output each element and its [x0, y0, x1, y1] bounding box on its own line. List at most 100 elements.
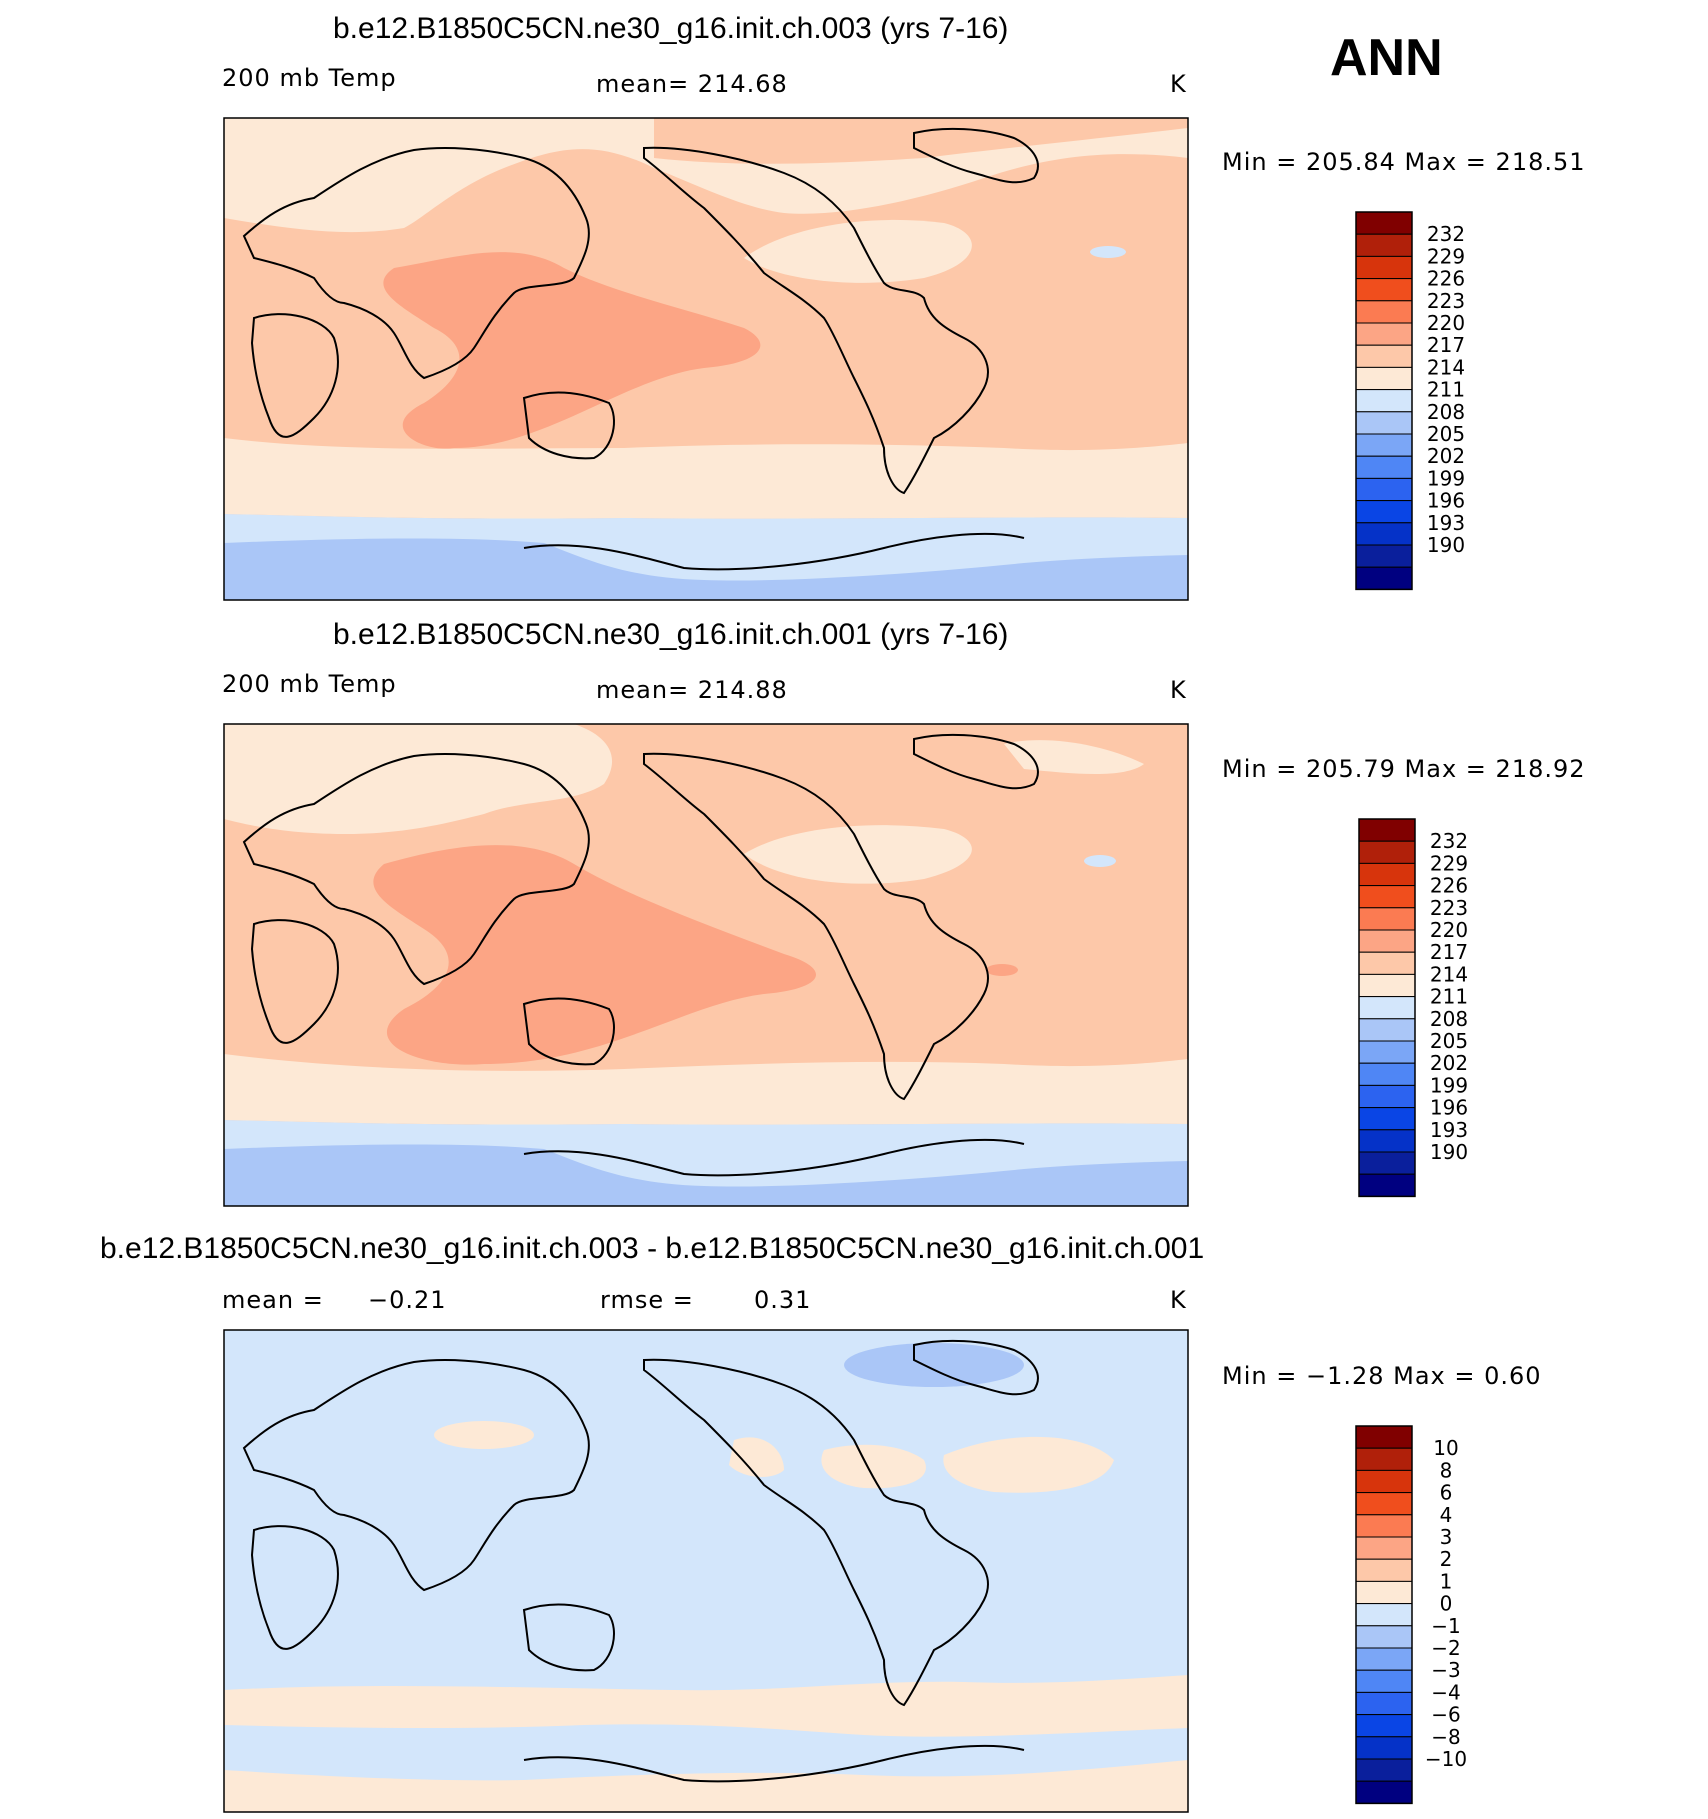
colorbar-tick-label: 196 [1430, 1096, 1468, 1120]
panel3-rmse-value: 0.31 [754, 1286, 812, 1314]
panel3-contour-0-europe [434, 1421, 534, 1449]
panel1-coastlines [242, 127, 1039, 571]
colorbar-tick-label: 202 [1427, 444, 1465, 468]
season-label: ANN [1330, 29, 1443, 87]
colorbar-box [1355, 1603, 1413, 1627]
panel3-units: K [1170, 1286, 1187, 1314]
colorbar-box [1355, 433, 1413, 457]
panel3-contour-0-natl [943, 1436, 1114, 1493]
panel1-title: b.e12.B1850C5CN.ne30_g16.init.ch.003 (yr… [333, 12, 1009, 45]
colorbar-tick-label: 232 [1427, 222, 1465, 246]
colorbar-tick-label: 214 [1427, 355, 1465, 379]
colorbar-box [1355, 233, 1413, 257]
panel2-contour-208-spot [1084, 855, 1116, 867]
panel1-mean: mean= 214.68 [596, 70, 788, 98]
colorbar-tick-label: 208 [1427, 400, 1465, 424]
panel3-contour-minus1-arctic [844, 1343, 1024, 1387]
colorbar-tick-label: −6 [1431, 1703, 1460, 1727]
colorbar-tick-label: 220 [1427, 311, 1465, 335]
colorbar-box [1355, 1425, 1413, 1449]
panel1-units: K [1170, 70, 1187, 98]
colorbar-tick-label: 223 [1427, 289, 1465, 313]
colorbar-box [1358, 1107, 1416, 1131]
colorbar-box [1355, 278, 1413, 302]
colorbar-box [1355, 1714, 1413, 1738]
colorbar-tick-label: −10 [1425, 1747, 1467, 1771]
colorbar-tick-label: −8 [1431, 1725, 1460, 1749]
colorbar-tick-label: 205 [1430, 1029, 1468, 1053]
colorbar-box [1358, 885, 1416, 909]
panel1-colorbar: 2322292262232202172142112082052021991961… [1355, 211, 1465, 591]
colorbar-tick-label: 190 [1427, 533, 1465, 557]
colorbar-box [1358, 1151, 1416, 1175]
colorbar-tick-label: 229 [1427, 244, 1465, 268]
colorbar-box [1355, 322, 1413, 346]
colorbar-tick-label: 199 [1430, 1073, 1468, 1097]
panel3-coastlines [242, 1339, 1039, 1783]
colorbar-tick-label: 226 [1430, 874, 1468, 898]
colorbar-box [1355, 366, 1413, 391]
panel2-coastlines [242, 733, 1039, 1177]
panel2-contour-214-arctic [1004, 740, 1144, 774]
colorbar-box [1358, 862, 1416, 887]
panel1-contour-214-northpac [654, 118, 1188, 164]
panel2-mean: mean= 214.88 [596, 676, 788, 704]
panel3-rmse-label: rmse = [600, 1286, 694, 1314]
panel3-contour-0-sub-band [224, 1724, 1188, 1781]
panel3-mean-value: −0.21 [368, 1286, 447, 1314]
colorbar-box [1358, 996, 1416, 1020]
colorbar-box [1355, 544, 1413, 568]
panel1-variable: 200 mb Temp [222, 64, 397, 92]
colorbar-box [1355, 255, 1413, 280]
colorbar-tick-label: 214 [1430, 962, 1468, 986]
panel2-contour-217-amazon [986, 964, 1018, 976]
panel2-contour-217-tropics [373, 845, 817, 1065]
colorbar-tick-label: −3 [1431, 1658, 1460, 1682]
colorbar-tick-label: 196 [1427, 489, 1465, 513]
colorbar-box [1355, 1447, 1413, 1471]
panel2-contour-211-south [224, 1054, 1188, 1125]
colorbar-box [1355, 1647, 1413, 1671]
colorbar-box [1358, 929, 1416, 953]
colorbar-box [1355, 500, 1413, 524]
colorbar-box [1355, 1736, 1413, 1760]
panel1-contour-208-spot [1090, 246, 1126, 258]
colorbar-tick-label: 6 [1440, 1481, 1453, 1505]
colorbar-box [1355, 455, 1413, 479]
colorbar-box [1355, 1580, 1413, 1605]
panel2-title: b.e12.B1850C5CN.ne30_g16.init.ch.001 (yr… [333, 618, 1009, 651]
panel2-contour-205-antarctic [224, 1144, 1188, 1206]
colorbar-box [1358, 1062, 1416, 1086]
panel3-map [223, 1329, 1189, 1813]
colorbar-tick-label: 211 [1427, 378, 1465, 402]
colorbar-box [1355, 1758, 1413, 1782]
colorbar-box [1358, 1084, 1416, 1109]
colorbar-box [1358, 1129, 1416, 1153]
colorbar-tick-label: 193 [1430, 1118, 1468, 1142]
colorbar-box [1355, 1780, 1413, 1804]
panel2-units: K [1170, 676, 1187, 704]
colorbar-box [1358, 1173, 1416, 1197]
colorbar-outline [1355, 1425, 1413, 1805]
colorbar-tick-label: 220 [1430, 918, 1468, 942]
panel3-contour-0-pacific [729, 1437, 784, 1477]
colorbar-tick-label: −4 [1431, 1680, 1460, 1704]
panel3-title: b.e12.B1850C5CN.ne30_g16.init.ch.003 - b… [100, 1232, 1205, 1265]
colorbar-tick-label: 4 [1440, 1503, 1453, 1527]
colorbar-outline [1358, 818, 1416, 1198]
panel3-min-max: Min = −1.28 Max = 0.60 [1222, 1362, 1542, 1390]
colorbar-box [1358, 1040, 1416, 1064]
colorbar-tick-label: 3 [1440, 1525, 1453, 1549]
colorbar-tick-label: 217 [1427, 333, 1465, 357]
panel1-contour-211-south [224, 438, 1188, 519]
colorbar-tick-label: 217 [1430, 940, 1468, 964]
colorbar-tick-label: −1 [1431, 1614, 1460, 1638]
colorbar-outline [1355, 211, 1413, 591]
panel2-variable: 200 mb Temp [222, 670, 397, 698]
colorbar-box [1355, 566, 1413, 590]
colorbar-tick-label: 208 [1430, 1007, 1468, 1031]
colorbar-tick-label: 202 [1430, 1051, 1468, 1075]
colorbar-box [1358, 1018, 1416, 1042]
colorbar-box [1355, 1558, 1413, 1582]
colorbar-box [1355, 411, 1413, 435]
